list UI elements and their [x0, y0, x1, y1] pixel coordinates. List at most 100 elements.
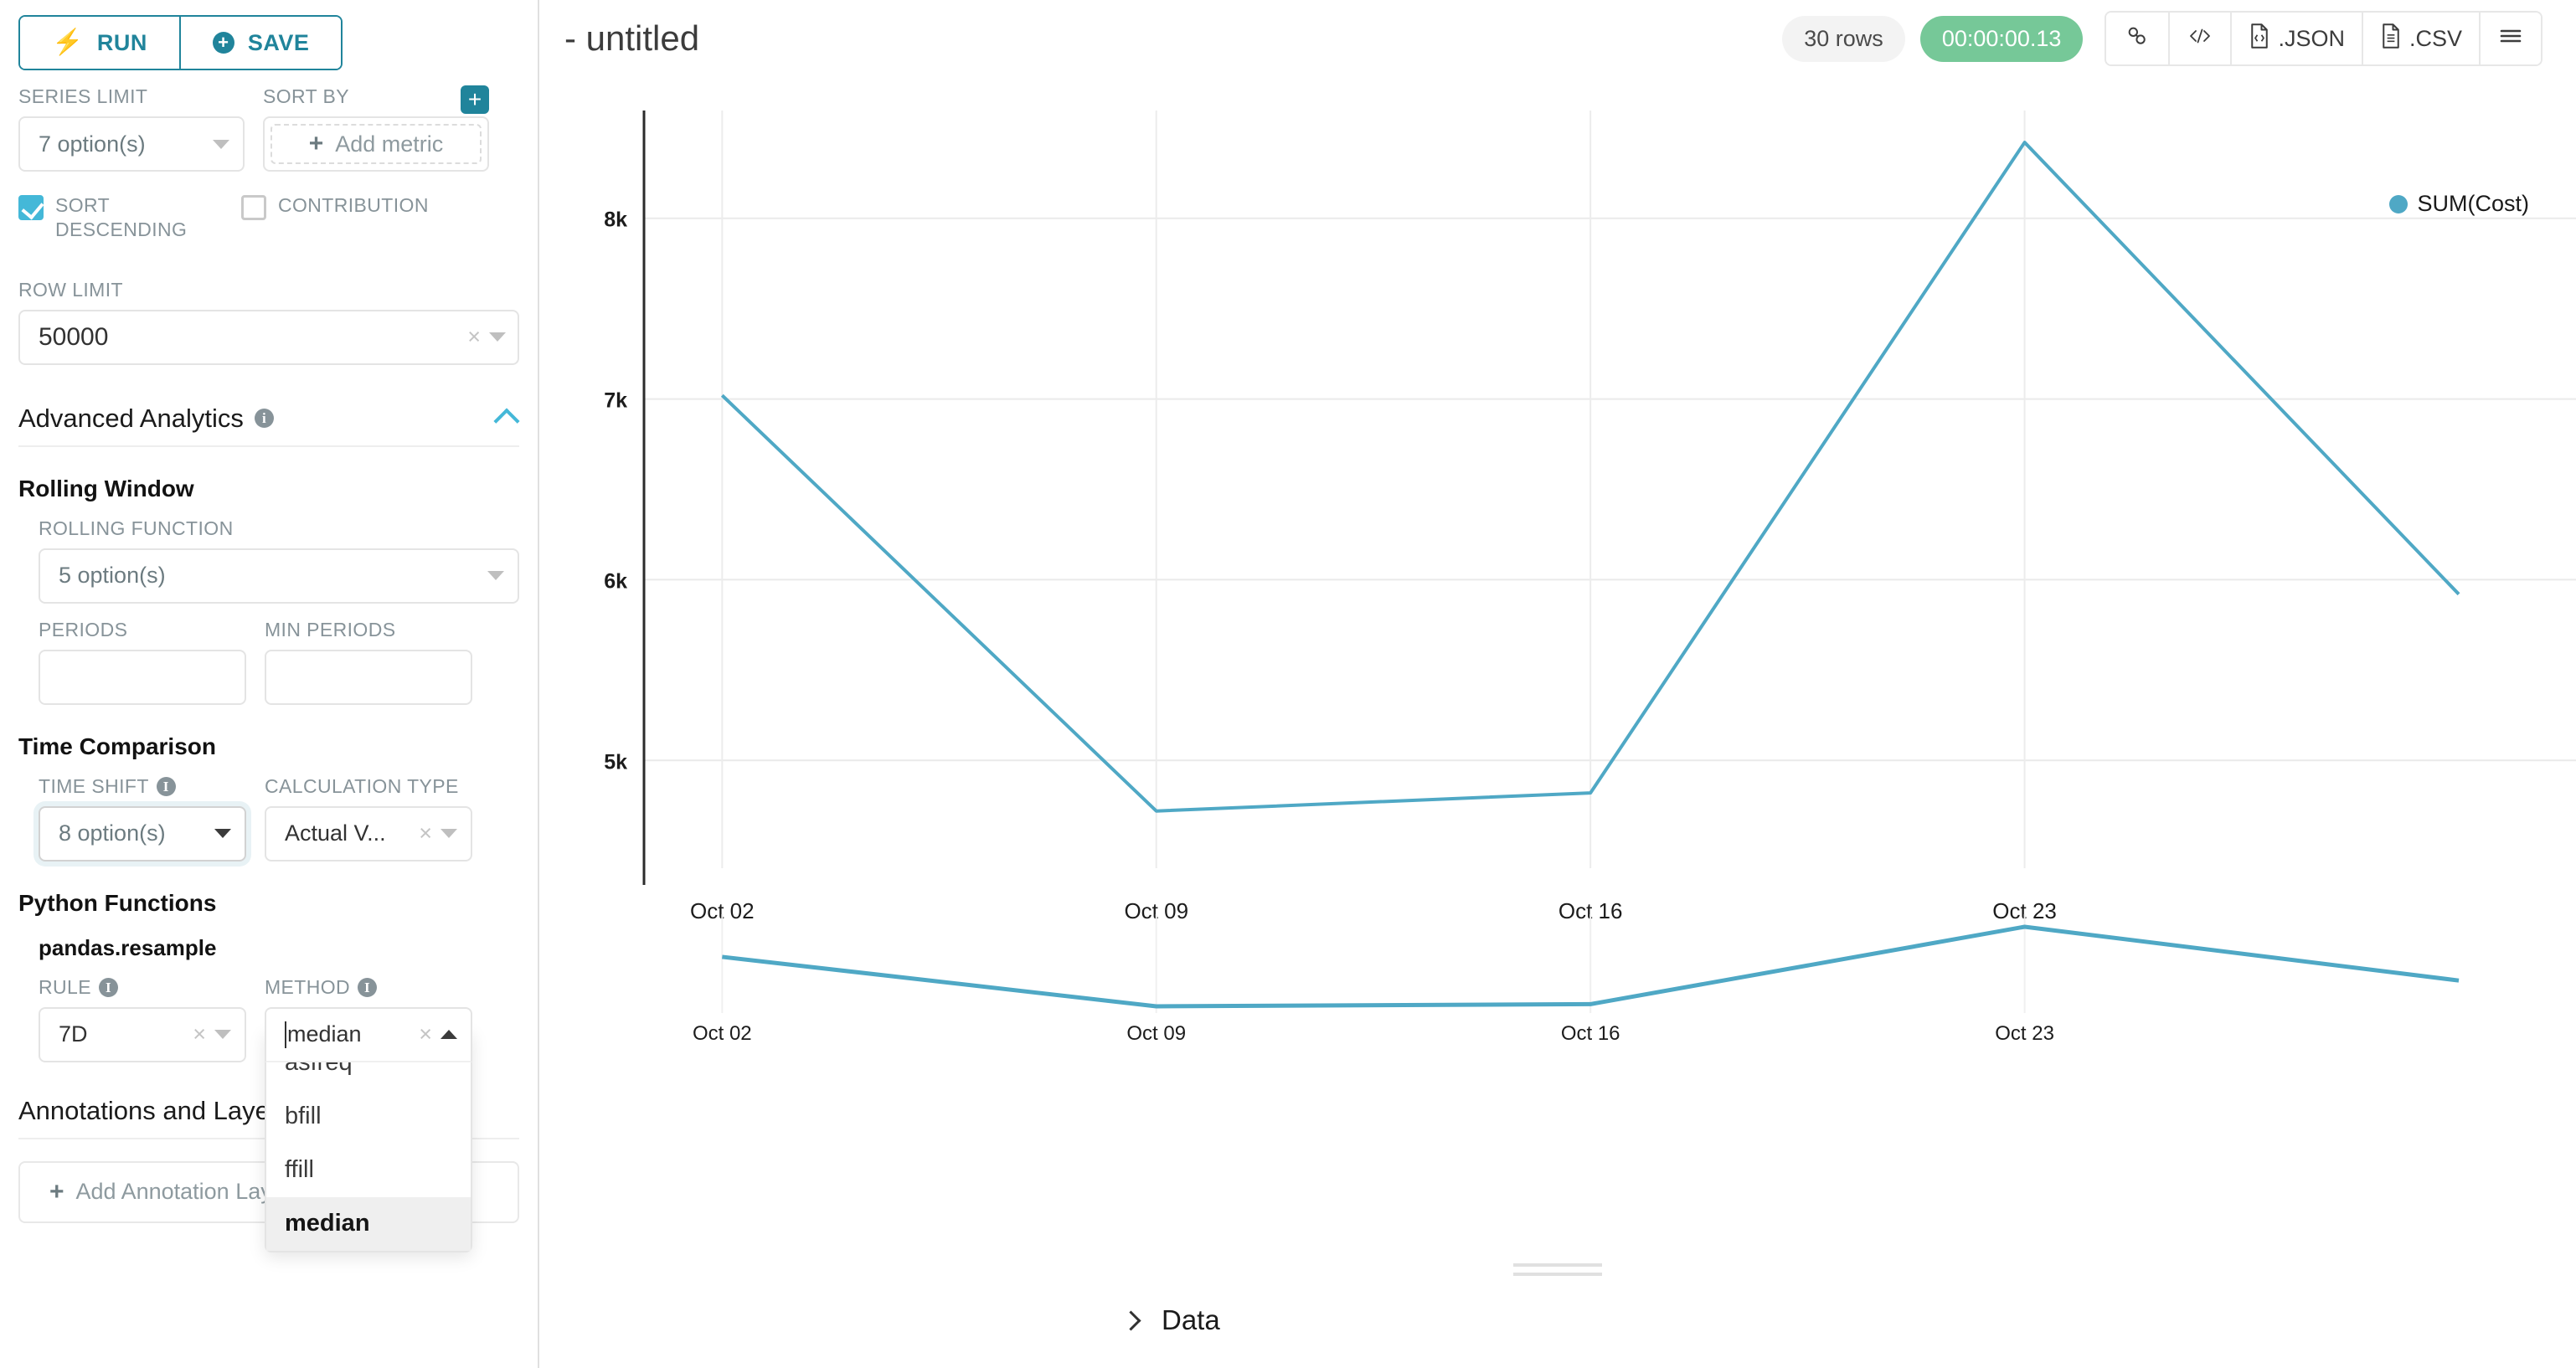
- run-save-button-group: ⚡ RUN + SAVE: [18, 15, 343, 70]
- download-json-label: .JSON: [2278, 25, 2345, 51]
- download-csv-button[interactable]: .CSV: [2361, 13, 2479, 64]
- sort-descending-checkbox[interactable]: [18, 195, 44, 220]
- download-csv-label: .CSV: [2409, 25, 2462, 51]
- clear-icon[interactable]: ×: [193, 1021, 206, 1047]
- rule-label: RULE i: [39, 976, 246, 999]
- time-shift-row: TIME SHIFT i 8 option(s) CALCULATION TYP…: [39, 760, 519, 861]
- info-icon[interactable]: i: [254, 409, 274, 428]
- time-shift-label-text: TIME SHIFT: [39, 774, 149, 797]
- series-limit-value: 7 option(s): [39, 131, 146, 157]
- clear-icon[interactable]: ×: [419, 1021, 432, 1047]
- rows-count-badge: 30 rows: [1782, 15, 1905, 62]
- sort-by-drop-zone[interactable]: + Add metric: [263, 116, 489, 172]
- copy-permalink-icon: [2125, 24, 2149, 54]
- advanced-analytics-section-header[interactable]: Advanced Analytics i: [18, 404, 520, 447]
- rolling-function-value: 5 option(s): [59, 563, 166, 588]
- row-limit-value: 50000: [39, 322, 109, 351]
- periods-row: PERIODS MIN PERIODS: [39, 604, 519, 705]
- time-comparison-heading: Time Comparison: [18, 733, 216, 759]
- series-line-sum-cost[interactable]: [720, 141, 2460, 813]
- plus-icon: +: [49, 1177, 64, 1206]
- chevron-down-icon: [213, 139, 229, 149]
- add-metric-placeholder: Add metric: [335, 131, 444, 157]
- method-option-bfill[interactable]: bfill: [285, 1103, 322, 1129]
- bolt-icon: ⚡: [52, 28, 84, 56]
- y-axis-tick-label: 7k: [604, 389, 627, 413]
- embed-code-button[interactable]: [2168, 13, 2231, 64]
- add-sort-by-metric-button[interactable]: +: [461, 85, 489, 114]
- data-panel-toggle[interactable]: Data: [1121, 1286, 1333, 1336]
- run-query-button[interactable]: ⚡ RUN: [20, 17, 179, 69]
- row-limit-input[interactable]: 50000 ×: [18, 309, 519, 365]
- overview-x-axis-tick-label: Oct 02: [693, 1022, 752, 1045]
- rolling-function-label: ROLLING FUNCTION: [39, 517, 234, 539]
- run-button-label: RUN: [96, 29, 147, 55]
- add-annotation-layer-button[interactable]: + Add Annotation Layer: [26, 1169, 512, 1216]
- copy-permalink-button[interactable]: [2106, 13, 2169, 64]
- method-option-median[interactable]: median: [266, 1196, 471, 1251]
- rolling-function-select[interactable]: 5 option(s): [39, 548, 519, 604]
- chart-legend[interactable]: SUM(Cost): [2388, 191, 2530, 217]
- time-shift-select[interactable]: 8 option(s): [39, 805, 246, 861]
- overview-x-axis-tick-label: Oct 23: [1995, 1022, 2054, 1045]
- drag-line: [1513, 1272, 1602, 1276]
- periods-input[interactable]: [39, 649, 246, 705]
- contribution-label: CONTRIBUTION: [278, 194, 429, 216]
- rule-method-row: RULE i 7D × METHOD i: [39, 961, 519, 1252]
- data-panel-label: Data: [1162, 1304, 1220, 1335]
- info-icon[interactable]: i: [358, 977, 378, 997]
- pandas-resample-group: RULE i 7D × METHOD i: [18, 961, 519, 1252]
- method-label-text: METHOD: [265, 975, 351, 998]
- more-menu-icon: [2498, 26, 2523, 52]
- min-periods-field: MIN PERIODS: [265, 619, 472, 705]
- info-icon[interactable]: i: [156, 776, 176, 796]
- method-select[interactable]: median ×: [265, 1006, 472, 1062]
- control-panel-sidebar: ⚡ RUN + SAVE SERIES LIMIT 7 option(s): [0, 0, 539, 1368]
- time-comparison-group: TIME SHIFT i 8 option(s) CALCULATION TYP…: [18, 760, 519, 861]
- line-chart[interactable]: SUM(Cost) 5k 6k 7k 8k Oct 02 Oct 09 Oct 16 Oct …: [539, 77, 2576, 1098]
- method-input[interactable]: median: [285, 1021, 414, 1048]
- rule-select[interactable]: 7D ×: [39, 1006, 246, 1062]
- chevron-down-icon: [487, 571, 504, 580]
- page-title[interactable]: - untitled: [564, 18, 700, 58]
- calculation-type-select[interactable]: Actual V... ×: [265, 805, 472, 861]
- method-field: METHOD i median ×: [265, 976, 472, 1252]
- download-json-button[interactable]: .JSON: [2230, 13, 2362, 64]
- method-controls: ×: [414, 1021, 457, 1047]
- chevron-up-icon[interactable]: [493, 407, 520, 435]
- clear-icon[interactable]: ×: [419, 820, 432, 846]
- chevron-up-icon[interactable]: [440, 1030, 457, 1039]
- clear-icon[interactable]: ×: [467, 324, 481, 349]
- pandas-resample-heading: pandas.resample: [39, 934, 217, 960]
- rule-value: 7D: [59, 1021, 88, 1047]
- download-json-icon: [2249, 23, 2270, 54]
- sort-descending-field: SORT DESCENDING: [18, 172, 223, 242]
- method-options-dropdown[interactable]: asfreq bfill ffill median: [265, 1029, 472, 1252]
- resize-drag-handle[interactable]: [539, 1252, 2576, 1286]
- info-icon[interactable]: i: [98, 977, 118, 997]
- series-limit-select[interactable]: 7 option(s): [18, 116, 245, 172]
- rolling-function-field: ROLLING FUNCTION 5 option(s): [39, 517, 519, 604]
- more-menu-button[interactable]: [2479, 13, 2541, 64]
- save-chart-button[interactable]: + SAVE: [178, 17, 342, 69]
- y-axis-tick-label: 8k: [604, 208, 627, 232]
- method-label: METHOD i: [265, 976, 472, 999]
- method-option-ffill[interactable]: ffill: [285, 1156, 314, 1183]
- rolling-window-heading: Rolling Window: [18, 475, 194, 501]
- contribution-field: CONTRIBUTION: [241, 172, 429, 242]
- sort-descending-checkbox-row[interactable]: SORT DESCENDING: [18, 193, 223, 242]
- overview-series-line[interactable]: [722, 924, 2460, 1009]
- chart-actions-group: .JSON .CSV: [2105, 11, 2543, 66]
- contribution-checkbox[interactable]: [241, 195, 266, 220]
- contribution-checkbox-row[interactable]: CONTRIBUTION: [241, 193, 429, 220]
- chevron-down-icon: [440, 829, 457, 838]
- advanced-analytics-title-group: Advanced Analytics i: [18, 404, 274, 434]
- periods-field: PERIODS: [39, 619, 246, 705]
- calculation-type-label: CALCULATION TYPE: [265, 774, 459, 797]
- min-periods-label: MIN PERIODS: [265, 618, 396, 640]
- min-periods-input[interactable]: [265, 649, 472, 705]
- sort-by-drop-target[interactable]: + Add metric: [270, 124, 482, 164]
- legend-label: SUM(Cost): [2417, 191, 2530, 216]
- legend-color-swatch: [2388, 194, 2408, 213]
- periods-label: PERIODS: [39, 618, 128, 640]
